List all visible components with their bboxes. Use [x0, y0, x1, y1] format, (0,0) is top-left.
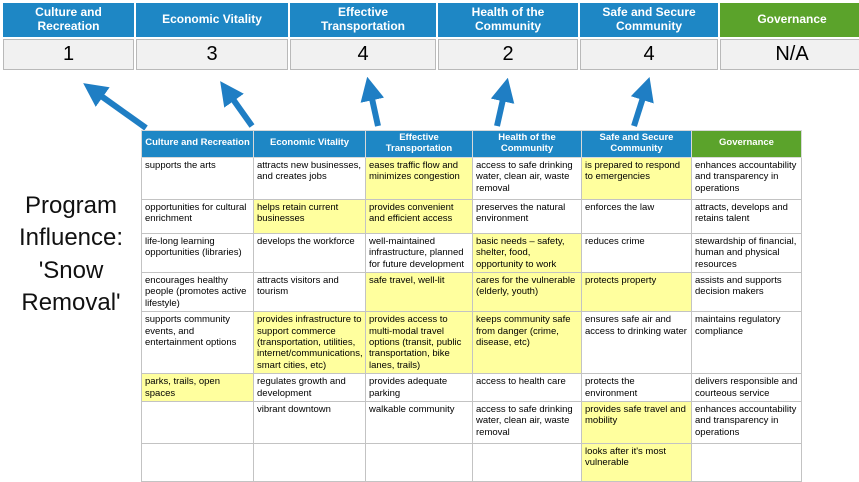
- matrix-row-5: parks, trails, open spaces regulates grow…: [141, 373, 802, 402]
- matrix-header-4: Safe and Secure Community: [581, 130, 692, 158]
- banner-label-3: Health of the Community: [438, 3, 578, 37]
- matrix-cell-4-2: provides access to multi-modal travel op…: [365, 311, 473, 375]
- matrix-cell-0-1: attracts new businesses, and creates job…: [253, 156, 366, 200]
- matrix-cell-0-5: enhances accountability and transparency…: [691, 156, 802, 200]
- matrix-cell-1-2: provides convenient and efficient access: [365, 198, 473, 234]
- matrix-cell-6-3: access to safe drinking water, clean air…: [472, 400, 582, 444]
- matrix-cell-7-0: [141, 442, 254, 482]
- matrix-cell-6-5: enhances accountability and transparency…: [691, 400, 802, 444]
- matrix-header-5: Governance: [691, 130, 802, 158]
- matrix-cell-7-5: [691, 442, 802, 482]
- matrix-cell-3-2: safe travel, well-lit: [365, 272, 473, 313]
- score-value-4: 4: [580, 39, 718, 70]
- matrix-cell-4-0: supports community events, and entertain…: [141, 311, 254, 375]
- matrix-cell-1-5: attracts, develops and retains talent: [691, 198, 802, 234]
- matrix-cell-6-2: walkable community: [365, 400, 473, 444]
- banner-label-0: Culture and Recreation: [3, 3, 134, 37]
- matrix-cell-2-3: basic needs – safety, shelter, food, opp…: [472, 232, 582, 274]
- matrix-cell-5-3: access to health care: [472, 373, 582, 402]
- influence-arrow-2: [220, 81, 255, 128]
- matrix-cell-5-5: delivers responsible and courteous servi…: [691, 373, 802, 402]
- banner-label-1: Economic Vitality: [136, 3, 288, 37]
- matrix-cell-2-5: stewardship of financial, human and phys…: [691, 232, 802, 274]
- matrix-cell-1-1: helps retain current businesses: [253, 198, 366, 234]
- matrix-cell-3-4: protects property: [581, 272, 692, 313]
- matrix-header-0: Culture and Recreation: [141, 130, 254, 158]
- matrix-cell-7-4: looks after it's most vulnerable: [581, 442, 692, 482]
- score-value-0: 1: [3, 39, 134, 70]
- matrix-cell-0-4: is prepared to respond to emergencies: [581, 156, 692, 200]
- matrix-cell-6-0: [141, 400, 254, 444]
- program-influence-label: Program Influence: 'Snow Removal': [18, 192, 124, 317]
- matrix-row-7: looks after it's most vulnerable: [141, 442, 802, 482]
- banner-grid: Culture and Recreation Economic Vitality E…: [3, 3, 859, 70]
- matrix-row-3: encourages healthy people (promotes acti…: [141, 272, 802, 313]
- matrix-cell-4-3: keeps community safe from danger (crime,…: [472, 311, 582, 375]
- matrix-cell-3-5: assists and supports decision makers: [691, 272, 802, 313]
- matrix-row-1: opportunities for cultural enrichment hel…: [141, 198, 802, 234]
- matrix-row-2: life-long learning opportunities (librar…: [141, 232, 802, 274]
- influence-arrow-5: [630, 76, 654, 127]
- matrix-cell-6-1: vibrant downtown: [253, 400, 366, 444]
- matrix-row-4: supports community events, and entertain…: [141, 311, 802, 375]
- matrix-cell-0-2: eases traffic flow and minimizes congest…: [365, 156, 473, 200]
- matrix-cell-0-0: supports the arts: [141, 156, 254, 200]
- matrix-cell-2-0: life-long learning opportunities (librar…: [141, 232, 254, 274]
- matrix-cell-5-4: protects the environment: [581, 373, 692, 402]
- matrix-cell-1-3: preserves the natural environment: [472, 198, 582, 234]
- matrix-header-1: Economic Vitality: [253, 130, 366, 158]
- matrix-header-3: Health of the Community: [472, 130, 582, 158]
- matrix-cell-1-4: enforces the law: [581, 198, 692, 234]
- influence-arrow-1: [83, 83, 148, 131]
- influence-arrow-4: [490, 77, 515, 127]
- matrix-cell-5-1: regulates growth and development: [253, 373, 366, 402]
- matrix-cell-7-3: [472, 442, 582, 482]
- matrix-cell-7-1: [253, 442, 366, 482]
- matrix-cell-3-3: cares for the vulnerable (elderly, youth…: [472, 272, 582, 313]
- score-value-1: 3: [136, 39, 288, 70]
- matrix-body: supports the arts attracts new businesses…: [141, 156, 802, 482]
- influence-matrix: Culture and Recreation Economic Vitality E…: [141, 130, 802, 482]
- matrix-cell-3-0: encourages healthy people (promotes acti…: [141, 272, 254, 313]
- influence-arrow-3: [360, 76, 385, 127]
- matrix-cell-4-5: maintains regulatory compliance: [691, 311, 802, 375]
- matrix-cell-3-1: attracts visitors and tourism: [253, 272, 366, 313]
- matrix-cell-5-0: parks, trails, open spaces: [141, 373, 254, 402]
- matrix-cell-2-4: reduces crime: [581, 232, 692, 274]
- matrix-cell-4-4: ensures safe air and access to drinking …: [581, 311, 692, 375]
- matrix-row-0: supports the arts attracts new businesses…: [141, 156, 802, 200]
- matrix-cell-6-4: provides safe travel and mobility: [581, 400, 692, 444]
- score-value-5: N/A: [720, 39, 859, 70]
- matrix-header-row: Culture and Recreation Economic Vitality E…: [141, 130, 802, 158]
- matrix-cell-1-0: opportunities for cultural enrichment: [141, 198, 254, 234]
- influence-arrows: [83, 76, 654, 131]
- matrix-cell-7-2: [365, 442, 473, 482]
- matrix-row-6: vibrant downtown walkable community access…: [141, 400, 802, 444]
- matrix-header-2: Effective Transportation: [365, 130, 473, 158]
- matrix-table: Culture and Recreation Economic Vitality E…: [141, 130, 802, 482]
- matrix-cell-4-1: provides infrastructure to support comme…: [253, 311, 366, 375]
- banner-label-4: Safe and Secure Community: [580, 3, 718, 37]
- matrix-cell-5-2: provides adequate parking: [365, 373, 473, 402]
- score-value-3: 2: [438, 39, 578, 70]
- score-value-2: 4: [290, 39, 436, 70]
- matrix-cell-2-2: well-maintained infrastructure, planned …: [365, 232, 473, 274]
- banner-label-2: Effective Transportation: [290, 3, 436, 37]
- banner-label-5: Governance: [720, 3, 859, 37]
- matrix-cell-2-1: develops the workforce: [253, 232, 366, 274]
- matrix-cell-0-3: access to safe drinking water, clean air…: [472, 156, 582, 200]
- slide-canvas: { "colors": { "header_blue": "#1e87c5", …: [3, 3, 859, 482]
